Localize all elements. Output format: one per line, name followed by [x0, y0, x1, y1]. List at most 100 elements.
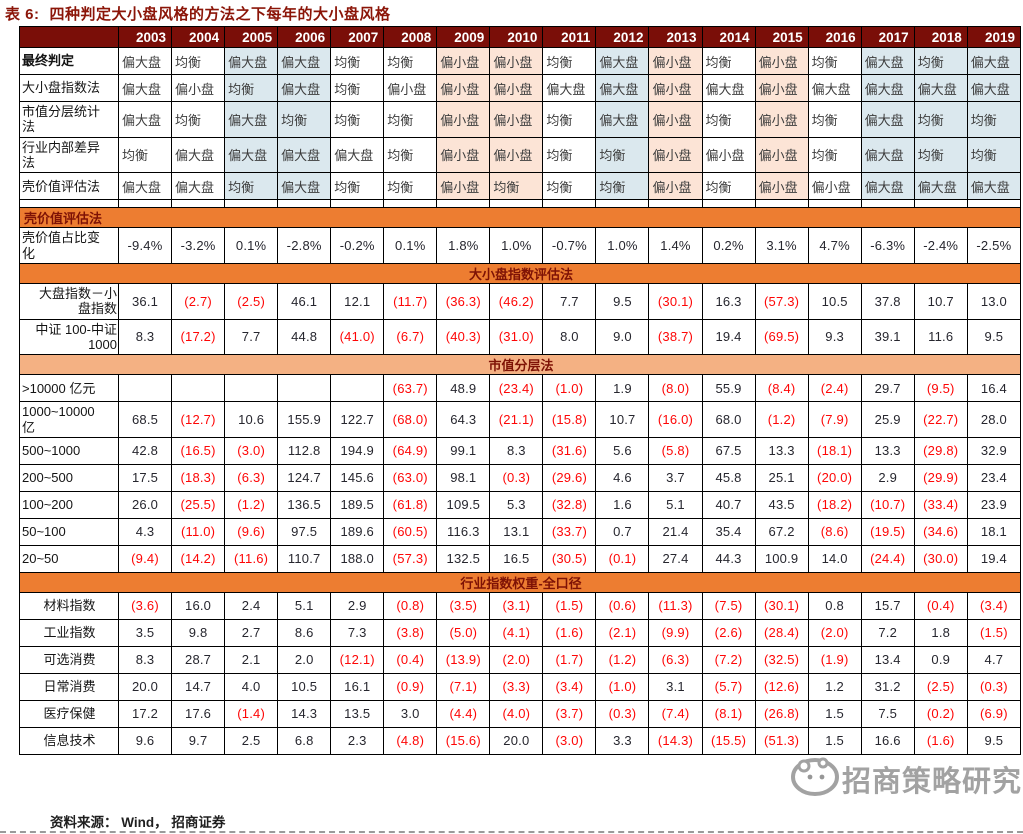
style-cell: 偏大盘: [966, 47, 1022, 75]
data-row: 材料指数 (3.6) 16.0 2.4 5.1 2.9 (0.8) (3.5) (3.1) (1.…: [19, 591, 1022, 620]
value-cell: 0.1%: [383, 227, 438, 264]
style-cell: 偏小盘: [436, 172, 491, 201]
value-cell: 109.5: [436, 490, 491, 519]
style-cell: 均衡: [542, 136, 597, 174]
value-cell: 136.5: [277, 490, 332, 519]
value-cell: (18.1): [807, 436, 862, 465]
value-cell: 0.1%: [224, 227, 279, 264]
value-cell: 15.7: [860, 591, 915, 620]
spacer-cell: [701, 199, 756, 209]
style-cell: 偏大盘: [966, 172, 1022, 201]
value-cell: (14.3): [648, 726, 703, 755]
value-cell: 5.1: [277, 591, 332, 620]
value-cell: (1.2): [754, 401, 809, 438]
value-cell: 6.8: [277, 726, 332, 755]
value-cell: -6.3%: [860, 227, 915, 264]
value-cell: (8.6): [807, 517, 862, 546]
year-header-cell: 2014: [701, 26, 756, 48]
value-cell: 1.9: [595, 374, 650, 403]
value-cell: 122.7: [330, 401, 385, 438]
value-cell: (38.7): [648, 318, 703, 356]
style-cell: 均衡: [542, 172, 597, 201]
value-cell: 17.2: [117, 699, 173, 728]
value-cell: 67.2: [754, 517, 809, 546]
style-cell: 均衡: [701, 172, 756, 201]
value-cell: 23.9: [966, 490, 1022, 519]
value-cell: (7.9): [807, 401, 862, 438]
value-cell: 4.3: [117, 517, 173, 546]
data-row: 信息技术 9.6 9.7 2.5 6.8 2.3 (4.8) (15.6) 20.0 (3.0) 3…: [19, 726, 1022, 755]
value-cell: 10.7: [913, 282, 968, 320]
value-cell: (64.9): [383, 436, 438, 465]
year-header-cell: 2010: [489, 26, 544, 48]
value-cell: 2.1: [224, 645, 279, 674]
spacer-cell: [860, 199, 915, 209]
value-cell: (1.6): [542, 618, 597, 647]
value-cell: (30.5): [542, 544, 597, 573]
value-cell: 3.7: [648, 463, 703, 492]
year-header-cell: 2015: [754, 26, 809, 48]
value-cell: (1.0): [595, 672, 650, 701]
style-cell: 均衡: [117, 136, 173, 174]
value-cell: (18.2): [807, 490, 862, 519]
value-cell: 64.3: [436, 401, 491, 438]
value-cell: 25.9: [860, 401, 915, 438]
value-cell: (19.5): [860, 517, 915, 546]
style-cell: 偏大盘: [807, 74, 862, 102]
value-cell: 25.1: [754, 463, 809, 492]
judgment-row: 壳价值评估法 偏大盘 偏大盘 均衡 偏大盘 均衡 均衡 偏小盘 均衡 均衡 均衡 偏小盘 均衡 偏小盘 偏小…: [19, 172, 1022, 201]
style-cell: 偏小盘: [754, 101, 809, 138]
style-cell: 均衡: [913, 136, 968, 174]
data-row: 日常消费 20.0 14.7 4.0 10.5 16.1 (0.9) (7.1) (3.3) (3…: [19, 672, 1022, 701]
style-cell: 偏大盘: [595, 47, 650, 75]
value-cell: 16.5: [489, 544, 544, 573]
spacer-cell: [383, 199, 438, 209]
value-cell: (2.7): [171, 282, 226, 320]
source-note: 资料来源： Wind， 招商证券: [50, 815, 226, 830]
style-cell: 偏小盘: [436, 136, 491, 174]
judgment-row: 行业内部差异 法均衡 偏大盘 偏大盘 偏大盘 偏大盘 均衡 偏小盘 偏小盘 均衡 均衡 偏小盘 偏小盘…: [19, 136, 1022, 174]
style-cell: 偏大盘: [860, 172, 915, 201]
value-cell: 10.6: [224, 401, 279, 438]
value-cell: 19.4: [966, 544, 1022, 573]
value-cell: 8.3: [489, 436, 544, 465]
value-cell: (8.4): [754, 374, 809, 403]
style-cell: 偏小盘: [436, 74, 491, 102]
year-header-cell: 2017: [860, 26, 915, 48]
value-cell: 16.1: [330, 672, 385, 701]
value-cell: (11.7): [383, 282, 438, 320]
value-cell: (0.2): [913, 699, 968, 728]
value-cell: 1.5: [807, 699, 862, 728]
value-cell: (7.1): [436, 672, 491, 701]
data-row: 工业指数 3.5 9.8 2.7 8.6 7.3 (3.8) (5.0) (4.1) (1.6)(…: [19, 618, 1022, 647]
value-cell: (9.4): [117, 544, 173, 573]
value-cell: 55.9: [701, 374, 756, 403]
value-cell: (60.5): [383, 517, 438, 546]
value-cell: 68.0: [701, 401, 756, 438]
style-cell: 偏大盘: [277, 47, 332, 75]
style-cell: 偏大盘: [117, 74, 173, 102]
style-cell: 偏小盘: [701, 136, 756, 174]
row-label: 20~50: [19, 544, 119, 573]
value-cell: 8.6: [277, 618, 332, 647]
style-cell: 均衡: [542, 101, 597, 138]
value-cell: (0.9): [383, 672, 438, 701]
style-cell: 偏大盘: [117, 172, 173, 201]
value-cell: (6.3): [224, 463, 279, 492]
style-cell: 偏大盘: [966, 74, 1022, 102]
value-cell: (1.5): [542, 591, 597, 620]
value-cell: 23.4: [966, 463, 1022, 492]
value-cell: (32.8): [542, 490, 597, 519]
value-cell: (2.5): [913, 672, 968, 701]
value-cell: (7.5): [701, 591, 756, 620]
spacer-cell: [648, 199, 703, 209]
value-cell: (32.5): [754, 645, 809, 674]
value-cell: 7.5: [860, 699, 915, 728]
style-cell: 均衡: [383, 101, 438, 138]
value-cell: (5.8): [648, 436, 703, 465]
value-cell: (2.0): [489, 645, 544, 674]
section-header: 市值分层法: [19, 354, 1021, 376]
value-cell: -0.7%: [542, 227, 597, 264]
style-cell: 偏小盘: [754, 74, 809, 102]
row-label: 50~100: [19, 517, 119, 546]
